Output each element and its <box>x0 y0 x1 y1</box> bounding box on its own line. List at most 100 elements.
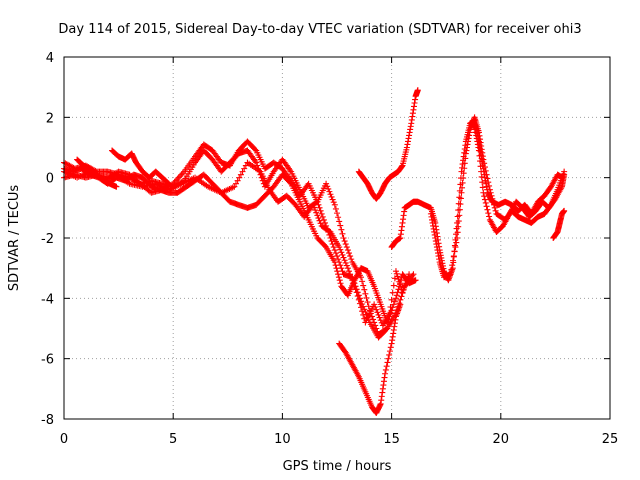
data-point <box>318 210 325 217</box>
data-point <box>336 218 343 225</box>
data-point <box>331 247 338 254</box>
data-point <box>174 176 181 183</box>
data-point <box>335 256 342 263</box>
x-tick-label: 0 <box>60 432 68 447</box>
data-point <box>343 262 350 269</box>
data-point <box>397 281 404 288</box>
data-point <box>453 239 460 246</box>
data-point <box>456 206 463 213</box>
data-point <box>232 180 239 187</box>
y-tick-label: -6 <box>41 353 54 368</box>
data-point <box>314 198 321 205</box>
data-point <box>457 201 464 208</box>
data-point <box>113 183 120 190</box>
data-point <box>178 171 185 178</box>
data-point <box>321 242 328 249</box>
data-point <box>391 298 398 305</box>
data-point <box>362 308 369 315</box>
data-point <box>383 326 390 333</box>
data-point <box>561 207 568 214</box>
data-point <box>364 299 371 306</box>
data-point <box>382 370 389 377</box>
data-point <box>334 253 340 260</box>
data-point <box>397 301 404 308</box>
data-point <box>389 289 396 296</box>
data-point <box>452 244 459 251</box>
data-point <box>234 177 241 184</box>
y-axis-label: SDTVAR / TECUs <box>7 185 22 292</box>
data-point <box>448 266 455 273</box>
data-point <box>454 229 461 236</box>
data-point <box>337 262 344 269</box>
x-tick-label: 15 <box>383 432 400 447</box>
data-point <box>383 363 390 370</box>
data-point <box>392 268 399 275</box>
data-point <box>341 238 348 245</box>
data-point <box>450 257 457 264</box>
grid-lines <box>64 57 610 419</box>
data-point <box>330 244 337 251</box>
data-point <box>236 174 243 181</box>
data-point <box>237 171 244 178</box>
data-point <box>314 212 321 219</box>
series-trace-11 <box>467 117 565 217</box>
series-trace-12 <box>550 207 568 241</box>
data-point <box>313 209 320 216</box>
data-point <box>340 235 347 241</box>
data-point <box>479 184 486 191</box>
data-point <box>165 180 172 187</box>
data-point <box>327 191 334 198</box>
data-point <box>317 207 324 214</box>
data-point <box>386 351 393 358</box>
data-point <box>312 207 319 214</box>
data-point <box>450 253 457 260</box>
data-point <box>353 289 360 296</box>
data-point <box>347 253 354 260</box>
data-point <box>315 215 322 222</box>
data-point <box>363 294 370 301</box>
y-tick-label: -2 <box>41 232 54 247</box>
series-trace-1 <box>61 165 419 326</box>
data-point <box>336 244 343 251</box>
data-point <box>355 296 362 303</box>
data-point <box>376 314 383 321</box>
data-point <box>360 282 367 289</box>
data-point <box>377 317 384 324</box>
data-point <box>358 304 365 311</box>
data-point <box>398 293 405 300</box>
data-point <box>374 309 381 316</box>
data-point <box>320 216 327 223</box>
data-point <box>484 206 491 213</box>
x-axis-label: GPS time / hours <box>283 459 392 474</box>
data-point <box>242 162 249 169</box>
data-point <box>359 278 366 285</box>
x-tick-label: 20 <box>493 432 510 447</box>
data-point <box>360 311 367 318</box>
y-tick-label: -8 <box>41 413 54 428</box>
data-point <box>337 246 344 253</box>
y-tick-label: 4 <box>46 51 54 66</box>
data-point <box>384 359 391 366</box>
data-point <box>253 159 260 166</box>
data-point <box>339 268 346 275</box>
data-point <box>177 173 184 180</box>
data-point <box>479 179 486 186</box>
data-point <box>392 295 399 302</box>
data-point <box>406 271 413 278</box>
data-point <box>481 196 488 203</box>
series-trace-10 <box>427 114 568 281</box>
data-point <box>375 311 382 318</box>
data-point <box>309 201 316 208</box>
series-trace-4 <box>61 159 395 329</box>
data-point <box>356 300 363 307</box>
series-trace-6 <box>74 156 120 190</box>
data-point <box>325 185 332 192</box>
data-point <box>372 304 379 311</box>
data-point <box>316 204 323 211</box>
data-point <box>359 308 366 315</box>
data-point <box>342 241 349 248</box>
data-point <box>349 277 356 284</box>
series-trace-8 <box>355 87 421 202</box>
data-point <box>352 286 359 293</box>
